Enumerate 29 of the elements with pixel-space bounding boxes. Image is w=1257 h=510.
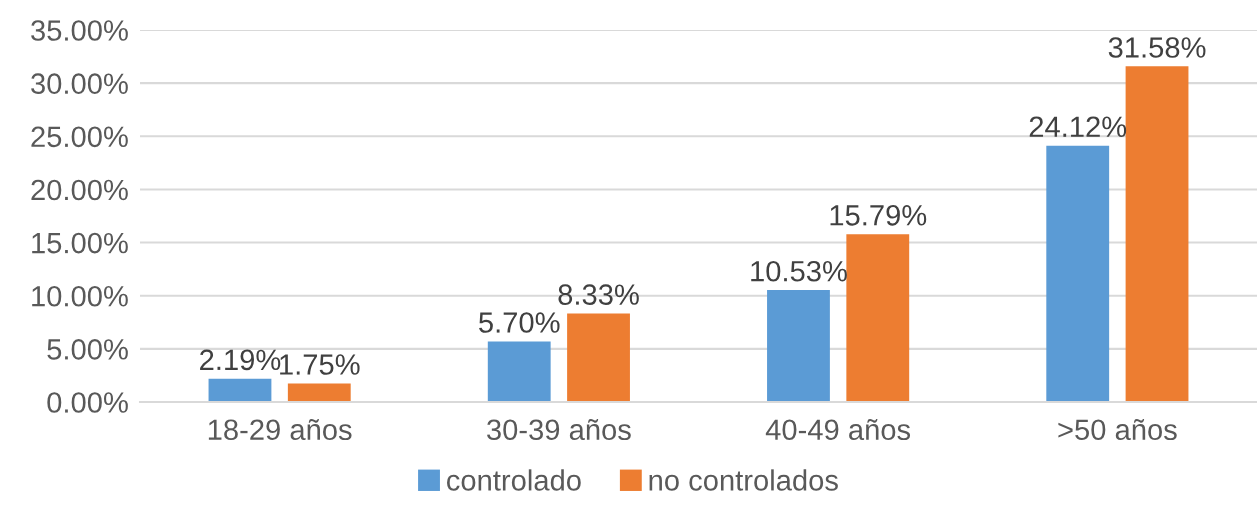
data-label: 8.33% — [558, 284, 639, 305]
x-tick-label: 30-39 años — [487, 418, 631, 441]
y-tick-label: 30.00% — [31, 73, 128, 94]
legend-label: no controlados — [649, 469, 838, 491]
bar — [287, 383, 351, 402]
y-tick-label: 15.00% — [32, 232, 128, 254]
x-tick-label: 18-29 años — [208, 418, 352, 441]
y-tick-label: 25.00% — [31, 126, 128, 148]
y-tick-label: 35.00% — [31, 20, 128, 41]
bar — [846, 234, 910, 402]
x-tick-label: >50 años — [1058, 418, 1177, 441]
data-label: 1.75% — [280, 354, 360, 375]
data-label: 15.79% — [830, 204, 927, 226]
bar — [208, 378, 272, 402]
y-tick-label: 10.00% — [32, 285, 128, 307]
x-tick-label: 40-49 años — [765, 418, 911, 441]
bar — [487, 341, 551, 402]
bar — [1046, 145, 1110, 402]
legend-label: controlado — [447, 469, 581, 491]
data-label: 24.12% — [1029, 116, 1127, 137]
y-tick-label: 20.00% — [31, 179, 128, 201]
data-label: 2.19% — [200, 349, 281, 371]
data-label: 31.58% — [1108, 37, 1206, 58]
y-tick-label: 0.00% — [47, 392, 128, 413]
y-tick-label: 5.00% — [47, 339, 128, 360]
bar — [1125, 66, 1189, 402]
data-label: 5.70% — [479, 312, 560, 333]
bar — [767, 290, 830, 402]
bar — [567, 313, 630, 402]
